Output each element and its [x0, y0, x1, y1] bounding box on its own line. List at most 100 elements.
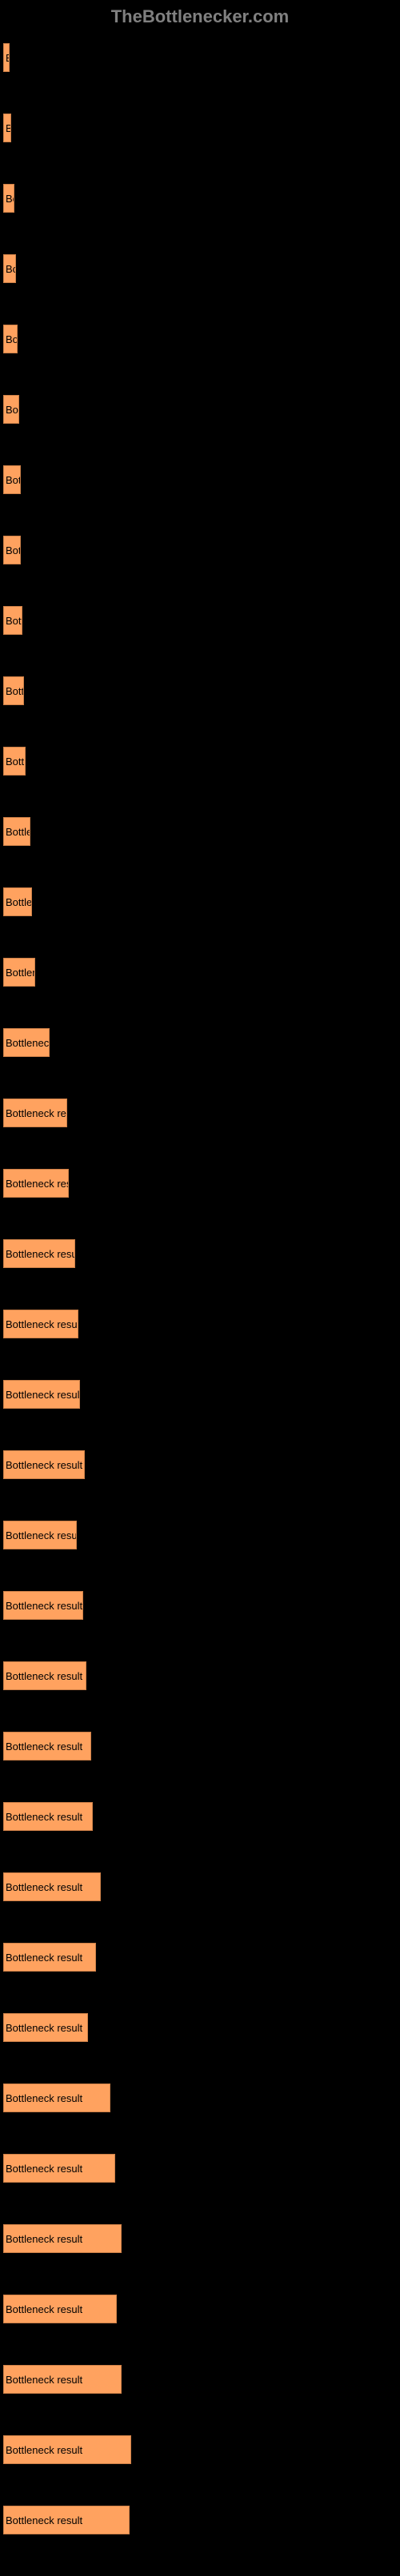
bar-label: Bottleneck result	[6, 2233, 82, 2245]
bar-row: Bottleneck result	[3, 1169, 397, 1198]
bar: Bottleneck result	[3, 1099, 67, 1127]
bar-label: Bottleneck result	[6, 122, 11, 134]
bar-label: Bottleneck result	[6, 1107, 67, 1119]
bar-row: Bottleneck result	[3, 2084, 397, 2112]
site-title: TheBottlenecker.com	[111, 6, 290, 26]
bar-row: Bottleneck result	[3, 1028, 397, 1057]
bar: Bottleneck result	[3, 676, 24, 705]
bar-row: Bottleneck result	[3, 1872, 397, 1901]
bar: Bottleneck result	[3, 2295, 117, 2323]
bar: Bottleneck result	[3, 254, 16, 283]
bar-label: Bottleneck result	[6, 967, 35, 979]
bar-row: Bottleneck result	[3, 395, 397, 424]
bar: Bottleneck result	[3, 1521, 77, 1549]
bar-label: Bottleneck result	[6, 404, 19, 416]
bar-label: Bottleneck result	[6, 1670, 82, 1682]
bar-label: Bottleneck result	[6, 826, 30, 838]
bar-row: Bottleneck result	[3, 465, 397, 494]
bar: Bottleneck result	[3, 2013, 88, 2042]
bar-row: Bottleneck result	[3, 1450, 397, 1479]
bar: Bottleneck result	[3, 2435, 131, 2464]
bar: Bottleneck result	[3, 1872, 101, 1901]
bar-row: Bottleneck result	[3, 114, 397, 142]
bar-row: Bottleneck result	[3, 958, 397, 987]
bar-row: Bottleneck result	[3, 2224, 397, 2253]
bar: Bottleneck result	[3, 2084, 110, 2112]
bar-row: Bottleneck result	[3, 1310, 397, 1338]
bar: Bottleneck result	[3, 606, 22, 635]
bar: Bottleneck result	[3, 325, 18, 353]
bar-label: Bottleneck result	[6, 756, 26, 768]
bar: Bottleneck result	[3, 1802, 93, 1831]
bar-row: Bottleneck result	[3, 747, 397, 776]
bar: Bottleneck result	[3, 817, 30, 846]
bar: Bottleneck result	[3, 1450, 85, 1479]
bar-label: Bottleneck result	[6, 1389, 80, 1401]
bar-label: Bottleneck result	[6, 1529, 77, 1541]
bar-label: Bottleneck result	[6, 2303, 82, 2315]
bar-row: Bottleneck result	[3, 676, 397, 705]
bar: Bottleneck result	[3, 2224, 122, 2253]
bar-label: Bottleneck result	[6, 1881, 82, 1893]
bar: Bottleneck result	[3, 536, 21, 564]
bar-row: Bottleneck result	[3, 1591, 397, 1620]
bar-row: Bottleneck result	[3, 1239, 397, 1268]
header: TheBottlenecker.com	[0, 0, 400, 43]
bar-label: Bottleneck result	[6, 263, 16, 275]
bar-label: Bottleneck result	[6, 333, 18, 345]
bar-row: Bottleneck result	[3, 1732, 397, 1761]
bar-label: Bottleneck result	[6, 2374, 82, 2386]
bar-label: Bottleneck result	[6, 544, 21, 556]
bar-row: Bottleneck result	[3, 325, 397, 353]
bar: Bottleneck result	[3, 2154, 115, 2183]
bar-row: Bottleneck result	[3, 1802, 397, 1831]
bar: Bottleneck result	[3, 2365, 122, 2394]
bar-row: Bottleneck result	[3, 606, 397, 635]
bar-row: Bottleneck result	[3, 184, 397, 213]
bar-label: Bottleneck result	[6, 1248, 75, 1260]
bar-row: Bottleneck result	[3, 817, 397, 846]
bar-label: Bottleneck result	[6, 1037, 50, 1049]
bar-row: Bottleneck result	[3, 2365, 397, 2394]
bar-label: Bottleneck result	[6, 52, 10, 64]
bar-label: Bottleneck result	[6, 1741, 82, 1753]
bar: Bottleneck result	[3, 2506, 130, 2534]
bar-row: Bottleneck result	[3, 1661, 397, 1690]
bar-label: Bottleneck result	[6, 1318, 78, 1330]
bar-label: Bottleneck result	[6, 1952, 82, 1964]
bar: Bottleneck result	[3, 1591, 83, 1620]
bar: Bottleneck result	[3, 958, 35, 987]
bar-label: Bottleneck result	[6, 2163, 82, 2175]
bar-row: Bottleneck result	[3, 43, 397, 72]
bar-row: Bottleneck result	[3, 254, 397, 283]
bar-label: Bottleneck result	[6, 1600, 82, 1612]
bar: Bottleneck result	[3, 1310, 78, 1338]
bar-label: Bottleneck result	[6, 2092, 82, 2104]
bar-chart: Bottleneck result Bottleneck result Bottle…	[0, 43, 400, 2534]
bar: Bottleneck result	[3, 1661, 86, 1690]
bar-label: Bottleneck result	[6, 1459, 82, 1471]
bar: Bottleneck result	[3, 114, 11, 142]
bar-label: Bottleneck result	[6, 1178, 69, 1190]
bar-row: Bottleneck result	[3, 2154, 397, 2183]
bar-row: Bottleneck result	[3, 1943, 397, 1972]
bar-label: Bottleneck result	[6, 2022, 82, 2034]
bar-label: Bottleneck result	[6, 474, 21, 486]
bar-label: Bottleneck result	[6, 1811, 82, 1823]
bar-row: Bottleneck result	[3, 887, 397, 916]
bar: Bottleneck result	[3, 1028, 50, 1057]
bar: Bottleneck result	[3, 1169, 69, 1198]
bar: Bottleneck result	[3, 1239, 75, 1268]
bar: Bottleneck result	[3, 395, 19, 424]
bar: Bottleneck result	[3, 465, 21, 494]
bar-row: Bottleneck result	[3, 1380, 397, 1409]
bar-label: Bottleneck result	[6, 2514, 82, 2526]
bar-row: Bottleneck result	[3, 2295, 397, 2323]
bar-label: Bottleneck result	[6, 193, 14, 205]
bar-row: Bottleneck result	[3, 2013, 397, 2042]
bar: Bottleneck result	[3, 1380, 80, 1409]
bar-row: Bottleneck result	[3, 536, 397, 564]
bar: Bottleneck result	[3, 1943, 96, 1972]
bar: Bottleneck result	[3, 747, 26, 776]
bar-label: Bottleneck result	[6, 615, 22, 627]
